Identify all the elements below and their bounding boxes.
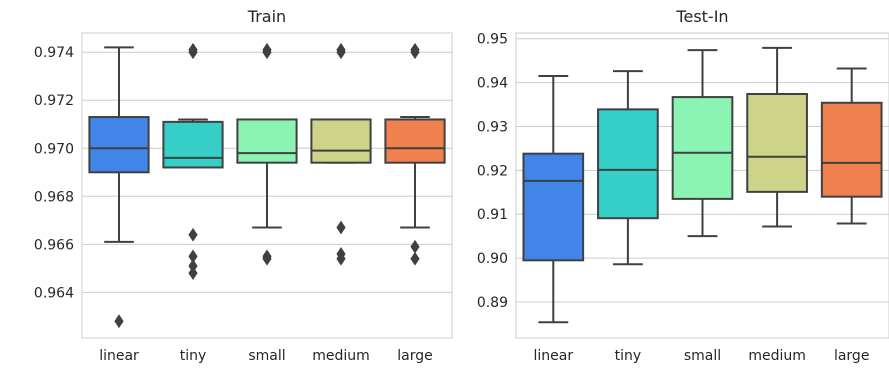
- chart-2: 0.89 0.90 0.91 0.92 0.93 0.94 0.95 Test-In linea…: [477, 7, 889, 364]
- chart-1-box-medium: [310, 42, 372, 266]
- chart-1-y-tick-label: 0.970: [34, 141, 74, 157]
- chart-1-outlier-point: [188, 227, 198, 242]
- chart-1-outlier-point: [188, 45, 198, 60]
- chart-1-x-tick-label: tiny: [180, 348, 207, 364]
- chart-2-y-tick-label: 0.95: [477, 32, 508, 48]
- chart-1-y-tick-label: 0.972: [34, 93, 74, 109]
- chart-1-box-small: [236, 42, 298, 266]
- chart-1-outlier-point: [336, 251, 346, 266]
- chart-1-box-body: [236, 118, 298, 164]
- chart-2-y-tick-label: 0.91: [477, 207, 508, 223]
- chart-1-outlier-point: [336, 45, 346, 60]
- chart-1-outlier-point: [262, 251, 272, 266]
- chart-1-x-tick-label: medium: [312, 348, 370, 364]
- chart-2-y-tick-label: 0.92: [477, 163, 508, 179]
- chart-2-box-body: [671, 96, 734, 200]
- chart-2-x-tick-label: large: [834, 348, 869, 364]
- chart-2-x-tick-label: linear: [533, 348, 573, 364]
- chart-1-box-body: [384, 118, 446, 164]
- chart-2-box-body: [820, 101, 883, 198]
- chart-1-box-linear: [88, 46, 150, 329]
- chart-2-x-tick-label: medium: [748, 348, 806, 364]
- chart-1-x-tick-label: linear: [99, 348, 139, 364]
- chart-2-box-tiny: [597, 70, 659, 266]
- chart-2-box-small: [671, 49, 734, 238]
- chart-2-box-large: [820, 67, 883, 225]
- chart-1-title: Train: [247, 7, 286, 26]
- chart-1: 0.964 0.966 0.968 0.970 0.972 0.974 Train linea…: [34, 7, 453, 364]
- chart-1-y-tick-label: 0.966: [34, 237, 74, 253]
- chart-1-box-large: [384, 42, 446, 266]
- chart-2-y-tick-label: 0.93: [477, 119, 508, 135]
- chart-1-outlier-point: [262, 45, 272, 60]
- chart-1-box-tiny: [162, 42, 224, 281]
- chart-1-outlier-point: [114, 314, 124, 329]
- chart-1-box-body: [162, 120, 224, 169]
- chart-2-y-tick-label: 0.94: [477, 76, 508, 92]
- chart-2-y-tick-label: 0.89: [477, 295, 508, 311]
- chart-1-x-tick-label: small: [248, 348, 285, 364]
- chart-1-outlier-point: [336, 220, 346, 235]
- chart-1-outlier-point: [410, 45, 420, 60]
- chart-2-box-body: [746, 93, 808, 193]
- chart-2-box-linear: [522, 75, 585, 324]
- chart-1-y-tick-label: 0.968: [34, 189, 74, 205]
- chart-2-x-tick-label: small: [684, 348, 721, 364]
- chart-2-box-medium: [746, 46, 808, 228]
- chart-2-box-body: [597, 108, 659, 220]
- chart-2-x-tick-label: tiny: [615, 348, 642, 364]
- chart-1-box-body: [310, 118, 372, 164]
- chart-1-y-tick-label: 0.964: [34, 285, 74, 301]
- chart-1-outlier-point: [188, 266, 198, 281]
- chart-2-title: Test-In: [675, 7, 728, 26]
- chart-1-x-tick-label: large: [397, 348, 432, 364]
- chart-1-outlier-point: [410, 251, 420, 266]
- chart-2-box-body: [522, 152, 585, 262]
- chart-1-box-body: [88, 116, 150, 174]
- chart-1-y-tick-label: 0.974: [34, 45, 74, 61]
- chart-2-y-tick-label: 0.90: [477, 251, 508, 267]
